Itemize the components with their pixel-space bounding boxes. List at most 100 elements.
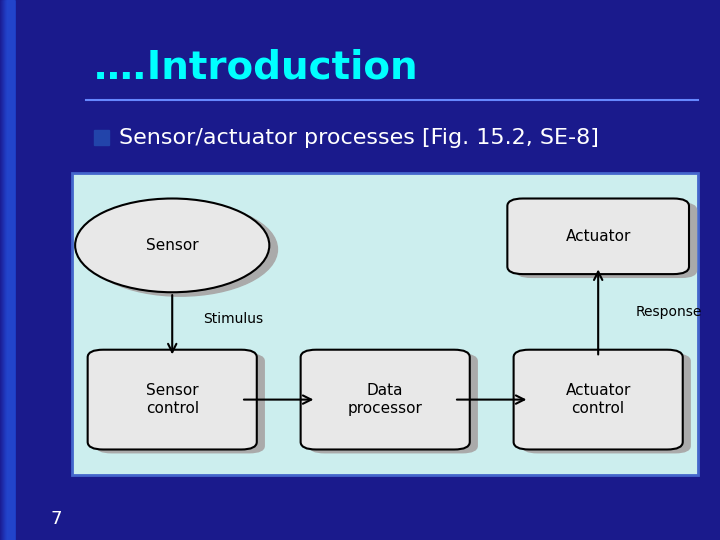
- Bar: [3, 0, 10, 540]
- Bar: [3, 0, 10, 540]
- Circle shape: [75, 199, 269, 292]
- Bar: [6, 0, 13, 540]
- Bar: [0, 0, 7, 540]
- Bar: [3, 0, 10, 540]
- Bar: [2, 0, 9, 540]
- Bar: [3, 0, 10, 540]
- Bar: [0, 0, 7, 540]
- Bar: [1, 0, 9, 540]
- Bar: [6, 0, 13, 540]
- Bar: [6, 0, 14, 540]
- Bar: [4, 0, 12, 540]
- Bar: [1, 0, 8, 540]
- Bar: [4, 0, 11, 540]
- Text: Actuator: Actuator: [565, 229, 631, 244]
- Bar: [6, 0, 14, 540]
- Circle shape: [84, 202, 277, 296]
- Bar: [4, 0, 12, 540]
- FancyBboxPatch shape: [522, 354, 691, 454]
- Bar: [2, 0, 9, 540]
- FancyBboxPatch shape: [309, 354, 478, 454]
- Text: Sensor
control: Sensor control: [145, 383, 199, 416]
- Bar: [2, 0, 9, 540]
- Bar: [2, 0, 9, 540]
- Bar: [0, 0, 7, 540]
- Bar: [7, 0, 14, 540]
- Bar: [4, 0, 11, 540]
- Bar: [0, 0, 7, 540]
- Bar: [7, 0, 14, 540]
- Text: Data
processor: Data processor: [348, 383, 423, 416]
- Bar: [4, 0, 11, 540]
- Bar: [1, 0, 8, 540]
- Bar: [2, 0, 9, 540]
- Bar: [4, 0, 11, 540]
- Bar: [72, 173, 698, 475]
- Bar: [4, 0, 12, 540]
- Bar: [6, 0, 13, 540]
- Bar: [3, 0, 10, 540]
- Bar: [1, 0, 8, 540]
- Bar: [4, 0, 11, 540]
- Bar: [1, 0, 9, 540]
- Bar: [6, 0, 14, 540]
- FancyBboxPatch shape: [301, 350, 469, 449]
- Bar: [4, 0, 12, 540]
- Bar: [6, 0, 13, 540]
- Text: Sensor: Sensor: [146, 238, 199, 253]
- Bar: [4, 0, 12, 540]
- Bar: [6, 0, 14, 540]
- Bar: [1, 0, 8, 540]
- Bar: [5, 0, 12, 540]
- Bar: [4, 0, 11, 540]
- Bar: [6, 0, 13, 540]
- FancyBboxPatch shape: [96, 354, 265, 454]
- Bar: [4, 0, 11, 540]
- Bar: [0, 0, 7, 540]
- Bar: [5, 0, 12, 540]
- Bar: [6, 0, 13, 540]
- FancyBboxPatch shape: [513, 350, 683, 449]
- Bar: [7, 0, 14, 540]
- Bar: [5, 0, 12, 540]
- Bar: [4, 0, 12, 540]
- Bar: [5, 0, 12, 540]
- Bar: [2, 0, 9, 540]
- Text: Stimulus: Stimulus: [204, 312, 264, 326]
- Text: Sensor/actuator processes [Fig. 15.2, SE-8]: Sensor/actuator processes [Fig. 15.2, SE…: [119, 127, 598, 148]
- Bar: [5, 0, 12, 540]
- Bar: [94, 130, 109, 145]
- Bar: [7, 0, 14, 540]
- Bar: [2, 0, 9, 540]
- Bar: [6, 0, 14, 540]
- Text: 7: 7: [50, 510, 62, 529]
- Bar: [4, 0, 12, 540]
- Bar: [1, 0, 8, 540]
- Bar: [3, 0, 10, 540]
- Bar: [1, 0, 9, 540]
- Bar: [6, 0, 13, 540]
- Bar: [3, 0, 10, 540]
- Bar: [4, 0, 12, 540]
- Bar: [4, 0, 11, 540]
- Bar: [1, 0, 8, 540]
- Bar: [6, 0, 14, 540]
- Bar: [1, 0, 9, 540]
- Bar: [1, 0, 9, 540]
- Bar: [5, 0, 12, 540]
- FancyBboxPatch shape: [516, 202, 697, 278]
- Bar: [2, 0, 9, 540]
- Bar: [4, 0, 12, 540]
- Bar: [4, 0, 11, 540]
- Bar: [1, 0, 8, 540]
- Bar: [5, 0, 12, 540]
- Bar: [2, 0, 9, 540]
- Bar: [6, 0, 13, 540]
- Bar: [4, 0, 12, 540]
- Bar: [2, 0, 9, 540]
- Bar: [0, 0, 7, 540]
- FancyBboxPatch shape: [508, 199, 689, 274]
- FancyBboxPatch shape: [88, 350, 257, 449]
- Bar: [7, 0, 14, 540]
- Bar: [1, 0, 9, 540]
